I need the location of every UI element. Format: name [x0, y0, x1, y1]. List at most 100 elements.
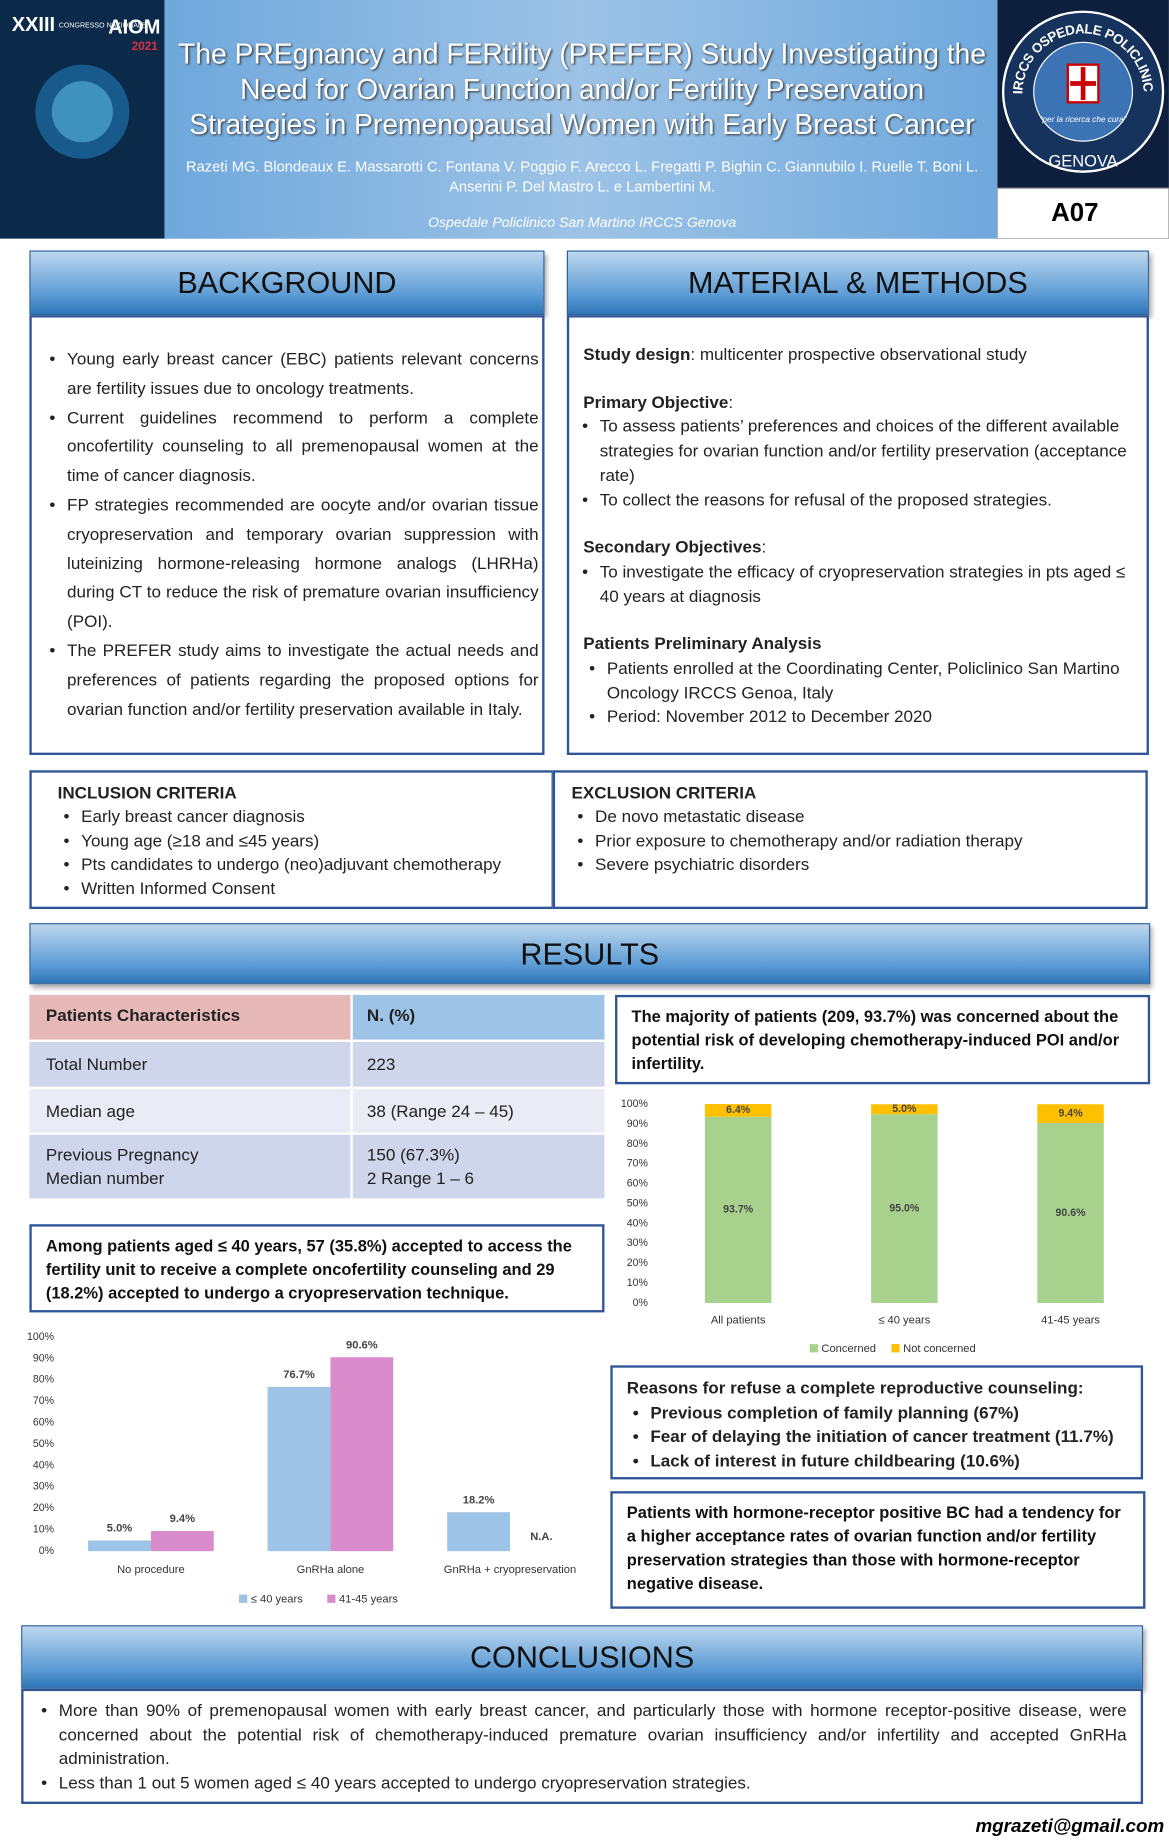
table-cell: 150 (67.3%) 2 Range 1 – 6: [352, 1134, 605, 1199]
inclusion-title: INCLUSION CRITERIA: [57, 784, 237, 804]
background-list: Young early breast cancer (EBC) patients…: [44, 346, 538, 725]
list-item: De novo metastatic disease: [572, 806, 1134, 830]
inclusion-box: INCLUSION CRITERIA Early breast cancer d…: [29, 770, 554, 910]
primary-label: Primary Objective: [583, 393, 729, 413]
table-cell: 38 (Range 24 – 45): [352, 1088, 605, 1133]
conclusions-list: More than 90% of premenopausal women wit…: [35, 1699, 1126, 1796]
poster-title: The PREgnancy and FERtility (PREFER) Stu…: [178, 38, 987, 142]
primary-list: To assess patients’ preferences and choi…: [576, 416, 1143, 513]
reasons-box: Reasons for refuse a complete reproducti…: [610, 1365, 1144, 1480]
y-tick-label: 0%: [39, 1545, 55, 1557]
design-text: : multicenter prospective observational …: [690, 345, 1027, 365]
y-tick-label: 90%: [627, 1118, 649, 1130]
acceptance-callout: Among patients aged ≤ 40 years, 57 (35.8…: [29, 1224, 605, 1313]
value-label: 93.7%: [723, 1204, 754, 1216]
value-label: 76.7%: [283, 1369, 315, 1381]
logo-year: 2021: [132, 40, 159, 53]
logo-congress: CONGRESSO NAZIONALE: [59, 23, 147, 30]
y-tick-label: 60%: [627, 1178, 649, 1190]
cell-line: Previous Pregnancy: [45, 1146, 199, 1166]
primary-text: :: [728, 393, 734, 413]
hospital-logo: IRCCS OSPEDALE POLICLINICO SAN MARTINO “…: [997, 0, 1169, 239]
characteristics-table: Patients Characteristics N. (%) Total Nu…: [29, 994, 605, 1199]
bar-segment: [1037, 1104, 1104, 1123]
value-label: 5.0%: [892, 1103, 917, 1115]
secondary-text: :: [761, 538, 767, 558]
value-label: N.A.: [530, 1531, 552, 1543]
list-item: Current guidelines recommend to perform …: [44, 404, 538, 491]
value-label: 90.6%: [346, 1339, 378, 1351]
exclusion-list: De novo metastatic diseasePrior exposure…: [572, 806, 1134, 878]
x-tick-label: ≤ 40 years: [878, 1315, 930, 1327]
y-tick-label: 20%: [627, 1257, 649, 1269]
poster-code: A07: [1051, 199, 1098, 227]
design-label: Study design: [583, 345, 691, 365]
strategy-chart: 0% 10% 20% 30% 40% 50% 60% 70% 80% 90% 100% No proc…: [27, 1331, 576, 1605]
value-label: 9.4%: [170, 1513, 196, 1525]
secondary-label: Secondary Objectives: [583, 538, 762, 558]
y-tick-label: 60%: [33, 1417, 55, 1429]
section-header: MATERIAL & METHODS: [566, 250, 1149, 316]
logo-edition: XXIII: [12, 14, 55, 36]
x-tick-label: No procedure: [117, 1564, 185, 1576]
hormone-callout: Patients with hormone-receptor positive …: [610, 1491, 1146, 1609]
value-label: 90.6%: [1056, 1207, 1087, 1219]
value-label: 6.4%: [726, 1104, 751, 1116]
table-cell: Median age: [29, 1088, 351, 1133]
secondary-list: To investigate the efficacy of cryoprese…: [576, 561, 1143, 610]
legend-label: 41-45 years: [339, 1593, 398, 1605]
y-tick-label: 80%: [627, 1138, 649, 1150]
reasons-title: Reasons for refuse a complete reproducti…: [626, 1379, 1084, 1399]
list-item: Lack of interest in future childbearing …: [627, 1449, 1127, 1473]
legend-label: ≤ 40 years: [251, 1593, 303, 1605]
design: Study design: multicenter prospective ob…: [583, 343, 1143, 367]
section-header: CONCLUSIONS: [21, 1625, 1144, 1689]
crest-cross: [1070, 67, 1097, 100]
section-header: RESULTS: [29, 923, 1151, 985]
y-tick-label: 40%: [627, 1217, 649, 1229]
secondary: Secondary Objectives:: [583, 537, 1143, 561]
section-header: BACKGROUND: [29, 250, 545, 316]
cell-line: 38 (Range 24 – 45): [366, 1103, 514, 1122]
y-tick-label: 70%: [33, 1395, 55, 1407]
cell-line: Median number: [45, 1170, 165, 1189]
analysis-label: Patients Preliminary Analysis: [583, 635, 822, 655]
list-item: Pts candidates to undergo (neo)adjuvant …: [58, 854, 540, 878]
bar-segment: [704, 1104, 772, 1117]
list-item: Period: November 2012 to December 2020: [583, 706, 1143, 730]
inclusion-list: Early breast cancer diagnosisYoung age (…: [58, 806, 540, 902]
bar: [267, 1386, 331, 1552]
primary: Primary Objective:: [583, 391, 1143, 415]
y-tick-label: 100%: [621, 1098, 649, 1110]
x-tick-label: GnRHa + cryopreservation: [444, 1564, 576, 1576]
y-tick-label: 10%: [627, 1277, 649, 1289]
value-label: 18.2%: [463, 1494, 495, 1506]
value-label: 5.0%: [107, 1523, 133, 1535]
cell-line: 150 (67.3%): [366, 1146, 460, 1166]
list-item: Fear of delaying the initiation of cance…: [627, 1425, 1127, 1449]
logo-name: AIOM: [108, 17, 160, 39]
table-header-cell: Patients Characteristics: [29, 994, 351, 1040]
value-label: 95.0%: [889, 1202, 920, 1214]
list-item: Patients enrolled at the Coordinating Ce…: [583, 657, 1143, 706]
list-item: More than 90% of premenopausal women wit…: [35, 1699, 1126, 1772]
x-tick-label: 41-45 years: [1041, 1315, 1100, 1327]
table-cell: Total Number: [29, 1041, 351, 1087]
bar-segment: [871, 1114, 938, 1304]
bar: [88, 1540, 151, 1552]
list-item: The PREFER study aims to investigate the…: [44, 637, 538, 724]
legend-swatch: [809, 1344, 818, 1353]
y-tick-label: 50%: [627, 1197, 649, 1209]
exclusion-box: EXCLUSION CRITERIA De novo metastatic di…: [552, 770, 1148, 910]
conclusions-box: More than 90% of premenopausal women wit…: [21, 1688, 1144, 1804]
table-header-cell: N. (%): [352, 994, 605, 1040]
methods-box: Study design: multicenter prospective ob…: [566, 315, 1149, 755]
affiliation: Ospedale Policlinico San Martino IRCCS G…: [427, 214, 737, 231]
y-tick-label: 0%: [633, 1297, 649, 1309]
concern-callout: The majority of patients (209, 93.7%) wa…: [615, 994, 1151, 1085]
y-tick-label: 90%: [33, 1352, 55, 1364]
cell-line: 2 Range 1 – 6: [366, 1170, 475, 1189]
x-tick-label: All patients: [711, 1315, 766, 1327]
legend-swatch: [239, 1594, 248, 1603]
